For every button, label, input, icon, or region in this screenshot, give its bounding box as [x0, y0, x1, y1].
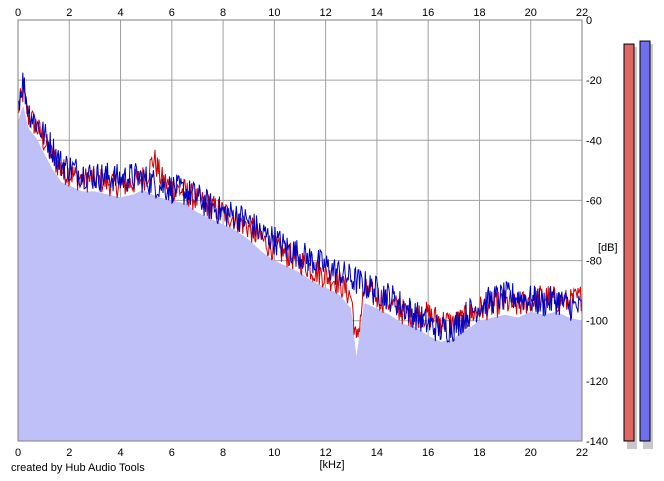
level-meter-bar: [623, 43, 635, 442]
x-tick-label-bottom: 2: [66, 447, 72, 459]
spectrum-fill-area: [18, 106, 582, 441]
x-tick-label-bottom: 10: [268, 447, 280, 459]
x-tick-label-bottom: 12: [320, 447, 332, 459]
x-tick-label-top: 2: [66, 7, 72, 19]
credit-text: created by Hub Audio Tools: [11, 462, 145, 474]
level-meters: [623, 40, 653, 450]
x-tick-label-top: 18: [473, 7, 485, 19]
x-tick-label-top: 0: [15, 7, 21, 19]
y-tick-label: -20: [586, 75, 602, 87]
x-tick-label-top: 16: [422, 7, 434, 19]
series-line-blue: [17, 72, 583, 343]
y-tick-label: -120: [586, 376, 608, 388]
y-tick-label: -80: [586, 256, 602, 268]
x-tick-label-top: 22: [576, 7, 588, 19]
x-tick-label-top: 10: [268, 7, 280, 19]
x-tick-label-top: 4: [117, 7, 123, 19]
x-tick-label-top: 8: [220, 7, 226, 19]
x-tick-label-bottom: 20: [525, 447, 537, 459]
x-tick-label-top: 6: [169, 7, 175, 19]
y-axis-right: 0 -20 -40 -60 -80 -100 -120 -140: [586, 15, 608, 448]
x-tick-label-bottom: 22: [576, 447, 588, 459]
plot-frame: [17, 19, 583, 442]
y-axis-label: [dB]: [598, 242, 618, 254]
x-tick-label-bottom: 6: [169, 447, 175, 459]
x-tick-label-bottom: 0: [15, 447, 21, 459]
x-axis-bottom: 0 2 4 6 8 10 12 14 16 18 20 22: [15, 447, 588, 459]
x-axis-top: 0 2 4 6 8 10 12 14 16 18 20 22: [15, 7, 588, 19]
level-meter-bar: [639, 40, 651, 442]
x-axis-label: [kHz]: [319, 459, 344, 471]
y-tick-label: 0: [586, 15, 592, 27]
y-tick-label: -100: [586, 316, 608, 328]
x-tick-label-bottom: 14: [371, 447, 383, 459]
x-tick-label-top: 12: [320, 7, 332, 19]
y-tick-label: -40: [586, 135, 602, 147]
x-tick-label-bottom: 8: [220, 447, 226, 459]
x-tick-label-top: 14: [371, 7, 383, 19]
y-tick-label: -60: [586, 195, 602, 207]
y-tick-label: -140: [586, 436, 608, 448]
x-tick-label-bottom: 4: [117, 447, 123, 459]
x-tick-label-bottom: 16: [422, 447, 434, 459]
x-tick-label-top: 20: [525, 7, 537, 19]
x-tick-label-bottom: 18: [473, 447, 485, 459]
